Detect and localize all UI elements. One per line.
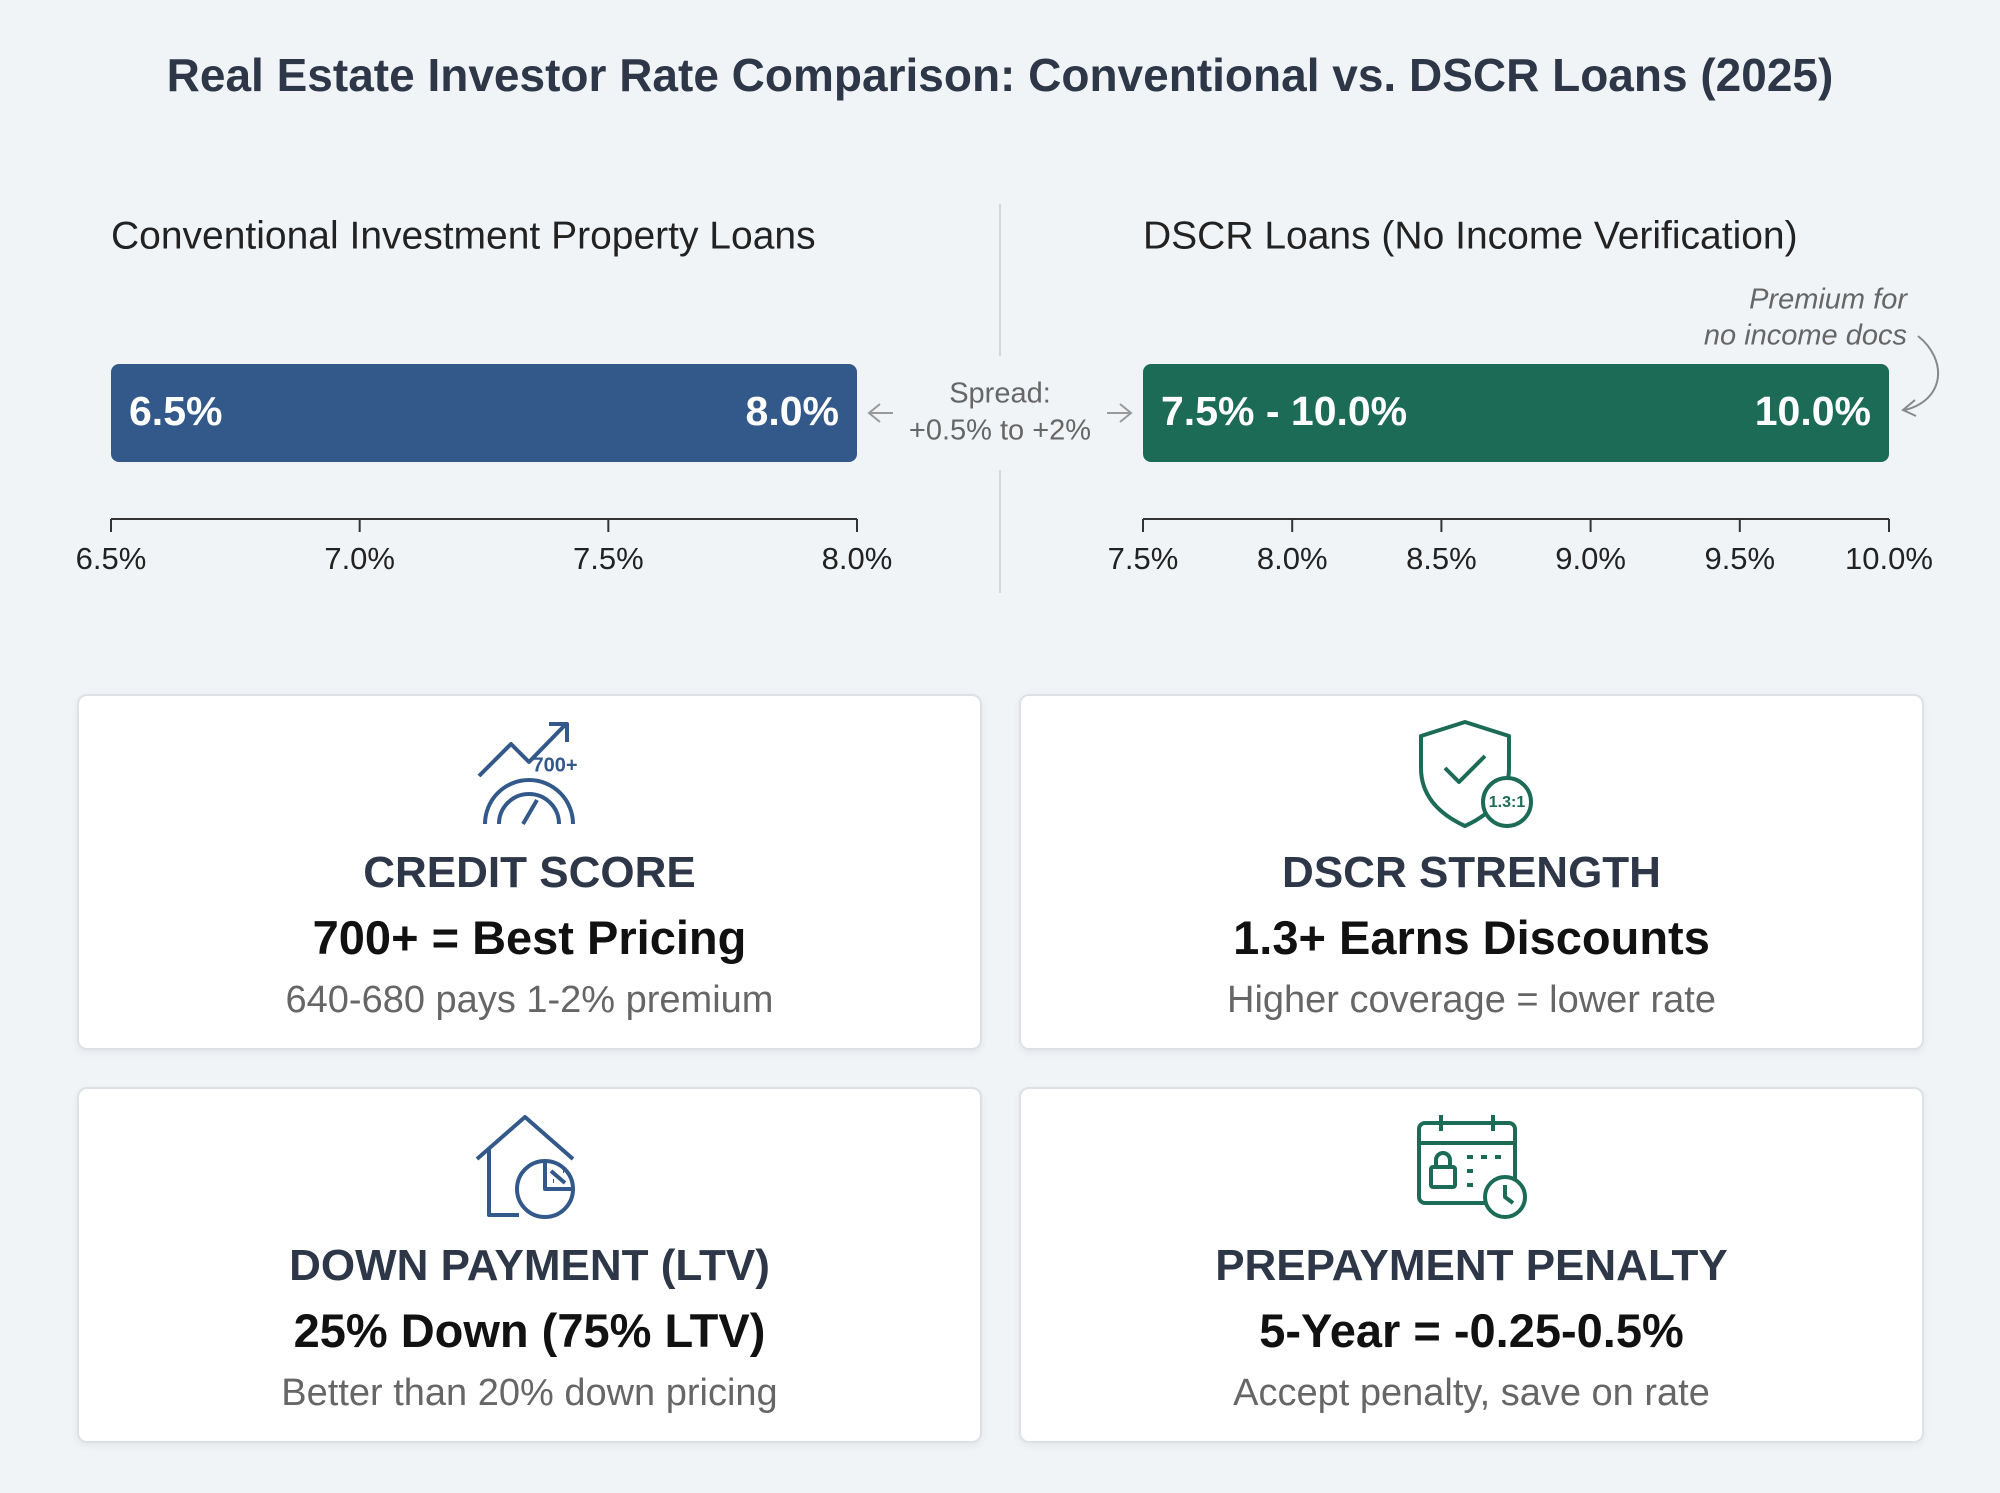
- range-bar: [1143, 364, 1889, 462]
- x-tick-label: 8.5%: [1406, 541, 1477, 576]
- card-main: 25% Down (75% LTV): [293, 1304, 766, 1357]
- card-heading: PREPAYMENT PENALTY: [1215, 1241, 1728, 1290]
- chart-title: DSCR Loans (No Income Verification): [1143, 214, 1798, 257]
- x-tick-label: 7.0%: [324, 541, 395, 576]
- x-tick-label: 7.5%: [573, 541, 644, 576]
- spread-label: +0.5% to +2%: [909, 415, 1091, 447]
- spread-arrow: [1107, 403, 1133, 423]
- card: DOWN PAYMENT (LTV) 25% Down (75% LTV) Be…: [77, 1087, 982, 1443]
- card-sub: 640-680 pays 1-2% premium: [285, 979, 774, 1021]
- x-tick-label: 7.5%: [1108, 541, 1179, 576]
- card: 700+ CREDIT SCORE 700+ = Best Pricing 64…: [77, 694, 982, 1050]
- card-main: 700+ = Best Pricing: [312, 911, 747, 964]
- annotation: no income docs: [1704, 320, 1907, 352]
- annotation: Premium for: [1749, 284, 1908, 316]
- card-sub: Better than 20% down pricing: [281, 1372, 778, 1414]
- page-title: Real Estate Investor Rate Comparison: Co…: [167, 49, 1834, 101]
- spread-label: Spread:: [949, 378, 1051, 410]
- bar-label: 6.5%: [129, 388, 222, 434]
- annotation-arrow: [1901, 335, 1940, 417]
- spread-arrow: [867, 403, 893, 423]
- x-tick-label: 8.0%: [1257, 541, 1328, 576]
- card: PREPAYMENT PENALTY 5-Year = -0.25-0.5% A…: [1019, 1087, 1924, 1443]
- icon: [475, 1115, 575, 1219]
- x-tick-label: 10.0%: [1845, 541, 1933, 576]
- card-sub: Higher coverage = lower rate: [1227, 979, 1716, 1021]
- icon: 700+: [477, 722, 578, 826]
- x-tick-label: 8.0%: [822, 541, 893, 576]
- x-tick-label: 9.5%: [1704, 541, 1775, 576]
- icon-label: 1.3:1: [1489, 794, 1526, 811]
- card-main: 1.3+ Earns Discounts: [1233, 911, 1710, 964]
- card-heading: DSCR STRENGTH: [1282, 848, 1661, 897]
- card-heading: CREDIT SCORE: [363, 848, 696, 897]
- charts: Real Estate Investor Rate Comparison: Co…: [76, 49, 1940, 593]
- card-heading: DOWN PAYMENT (LTV): [289, 1241, 770, 1290]
- card-main: 5-Year = -0.25-0.5%: [1259, 1304, 1684, 1357]
- bar-label: 8.0%: [746, 388, 839, 434]
- icon-label: 700+: [532, 754, 577, 776]
- card-sub: Accept penalty, save on rate: [1233, 1372, 1710, 1414]
- bar-label: 10.0%: [1755, 388, 1871, 434]
- icon: 1.3:1: [1419, 720, 1533, 828]
- bar-label: 7.5% - 10.0%: [1161, 388, 1407, 434]
- chart-title: Conventional Investment Property Loans: [111, 214, 816, 257]
- range-bar: [111, 364, 857, 462]
- x-tick-label: 6.5%: [76, 541, 147, 576]
- card: 1.3:1 DSCR STRENGTH 1.3+ Earns Discounts…: [1019, 694, 1924, 1050]
- x-tick-label: 9.0%: [1555, 541, 1626, 576]
- icon: [1417, 1115, 1527, 1219]
